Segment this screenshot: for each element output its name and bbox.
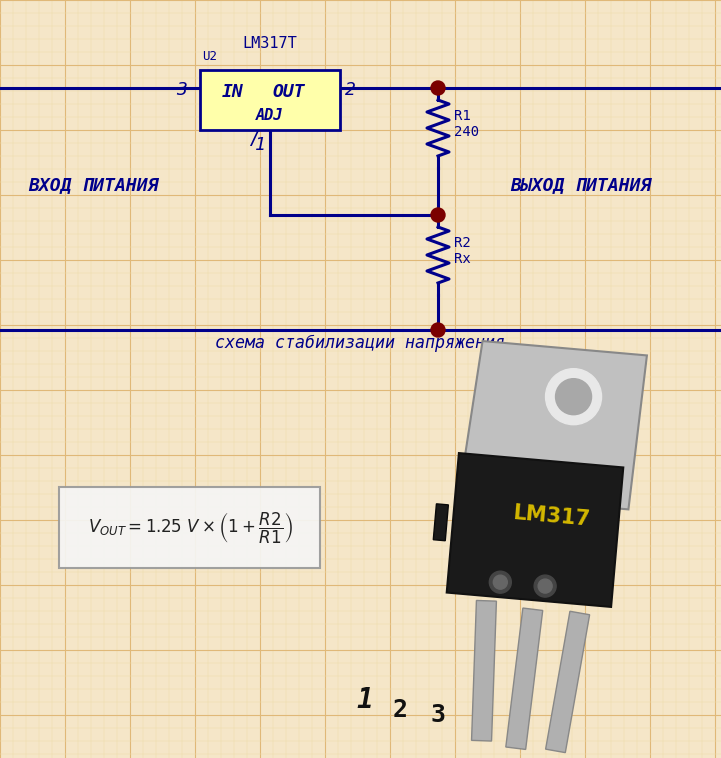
Text: Rx: Rx: [454, 252, 471, 266]
Circle shape: [431, 208, 445, 222]
Text: R1: R1: [454, 109, 471, 123]
Polygon shape: [546, 611, 590, 753]
Polygon shape: [459, 341, 647, 509]
Circle shape: [534, 575, 556, 597]
Polygon shape: [472, 600, 497, 741]
Text: R2: R2: [454, 236, 471, 250]
Circle shape: [431, 323, 445, 337]
Text: 3: 3: [430, 703, 446, 727]
Circle shape: [431, 81, 445, 95]
Text: 1: 1: [255, 136, 265, 154]
Text: ADJ: ADJ: [256, 108, 283, 124]
Text: 2: 2: [392, 698, 407, 722]
Text: U2: U2: [202, 50, 217, 63]
Circle shape: [546, 368, 601, 424]
Circle shape: [490, 572, 511, 594]
Circle shape: [538, 579, 552, 593]
Text: 2: 2: [345, 81, 355, 99]
Polygon shape: [447, 453, 623, 607]
Text: схема стабилизации напряжения: схема стабилизации напряжения: [215, 334, 505, 352]
FancyBboxPatch shape: [200, 70, 340, 130]
Text: OUT: OUT: [272, 83, 305, 101]
Text: 1: 1: [357, 686, 373, 714]
Text: LM317T: LM317T: [243, 36, 297, 51]
Text: LM317: LM317: [512, 503, 590, 530]
Text: 3: 3: [177, 81, 187, 99]
Text: IN: IN: [222, 83, 244, 101]
Text: $V_{OUT} = 1.25\ V \times \left(1+\dfrac{R2}{R1}\right)$: $V_{OUT} = 1.25\ V \times \left(1+\dfrac…: [87, 510, 293, 546]
Polygon shape: [433, 504, 448, 540]
FancyBboxPatch shape: [59, 487, 320, 568]
Text: ВХОД ПИТАНИЯ: ВХОД ПИТАНИЯ: [28, 176, 159, 194]
Circle shape: [493, 575, 508, 589]
Text: /: /: [248, 129, 260, 148]
Text: ВЫХОД ПИТАНИЯ: ВЫХОД ПИТАНИЯ: [510, 176, 651, 194]
Circle shape: [556, 379, 591, 415]
Polygon shape: [506, 608, 543, 750]
Text: 240: 240: [454, 125, 479, 139]
